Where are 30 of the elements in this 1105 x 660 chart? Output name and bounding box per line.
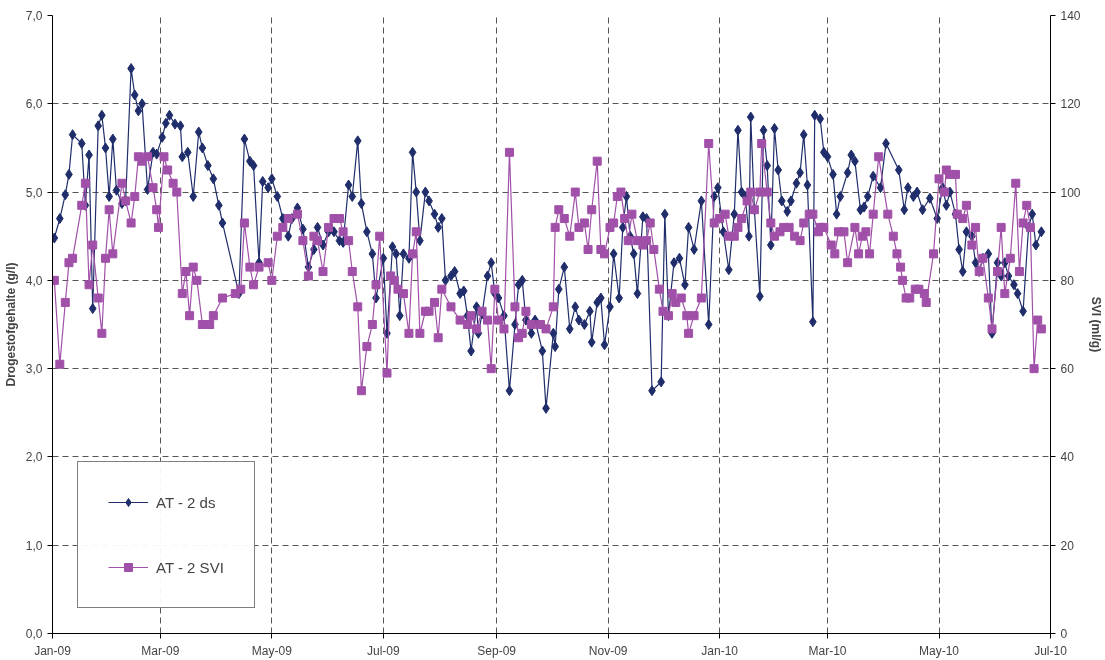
y-axis-title: Drogestofgehalte (g/l) <box>3 262 18 387</box>
y-tick-label: 5,0 <box>25 185 43 200</box>
y-tick-label: 2,0 <box>25 450 43 465</box>
x-tick-label: Nov-09 <box>588 643 628 658</box>
x-tick-label: Sep-09 <box>477 643 517 658</box>
x-tick-label: Jan-10 <box>701 643 739 658</box>
y2-tick-label: 140 <box>1060 9 1081 23</box>
x-tick-label: Jul-10 <box>1034 643 1068 658</box>
x-tick-label: Mar-10 <box>808 643 847 658</box>
x-tick-label: Mar-09 <box>141 643 180 658</box>
y2-tick-label: 120 <box>1060 97 1081 112</box>
y-tick-label: 6,0 <box>25 97 43 112</box>
legend-label: AT - 2 SVI <box>156 558 224 576</box>
y2-axis-title: SVI (ml/g) <box>1088 296 1103 353</box>
y2-tick-label: 40 <box>1060 450 1075 465</box>
x-tick-label: May-09 <box>251 643 293 658</box>
y2-tick-label: 20 <box>1060 538 1075 553</box>
y2-tick-label: 0 <box>1060 627 1068 641</box>
y2-tick-label: 80 <box>1060 273 1075 288</box>
y-tick-label: 0,0 <box>25 627 43 641</box>
x-tick-label: May-10 <box>918 643 960 658</box>
y-tick-label: 3,0 <box>25 362 43 377</box>
x-tick-label: Jan-09 <box>34 643 72 658</box>
y-tick-label: 4,0 <box>25 273 43 288</box>
y-tick-label: 1,0 <box>25 538 43 553</box>
y2-tick-label: 60 <box>1060 362 1075 377</box>
legend-label: AT - 2 ds <box>156 493 216 511</box>
y2-tick-label: 100 <box>1060 185 1081 200</box>
y-tick-label: 7,0 <box>25 9 43 23</box>
x-tick-label: Jul-09 <box>367 643 401 658</box>
